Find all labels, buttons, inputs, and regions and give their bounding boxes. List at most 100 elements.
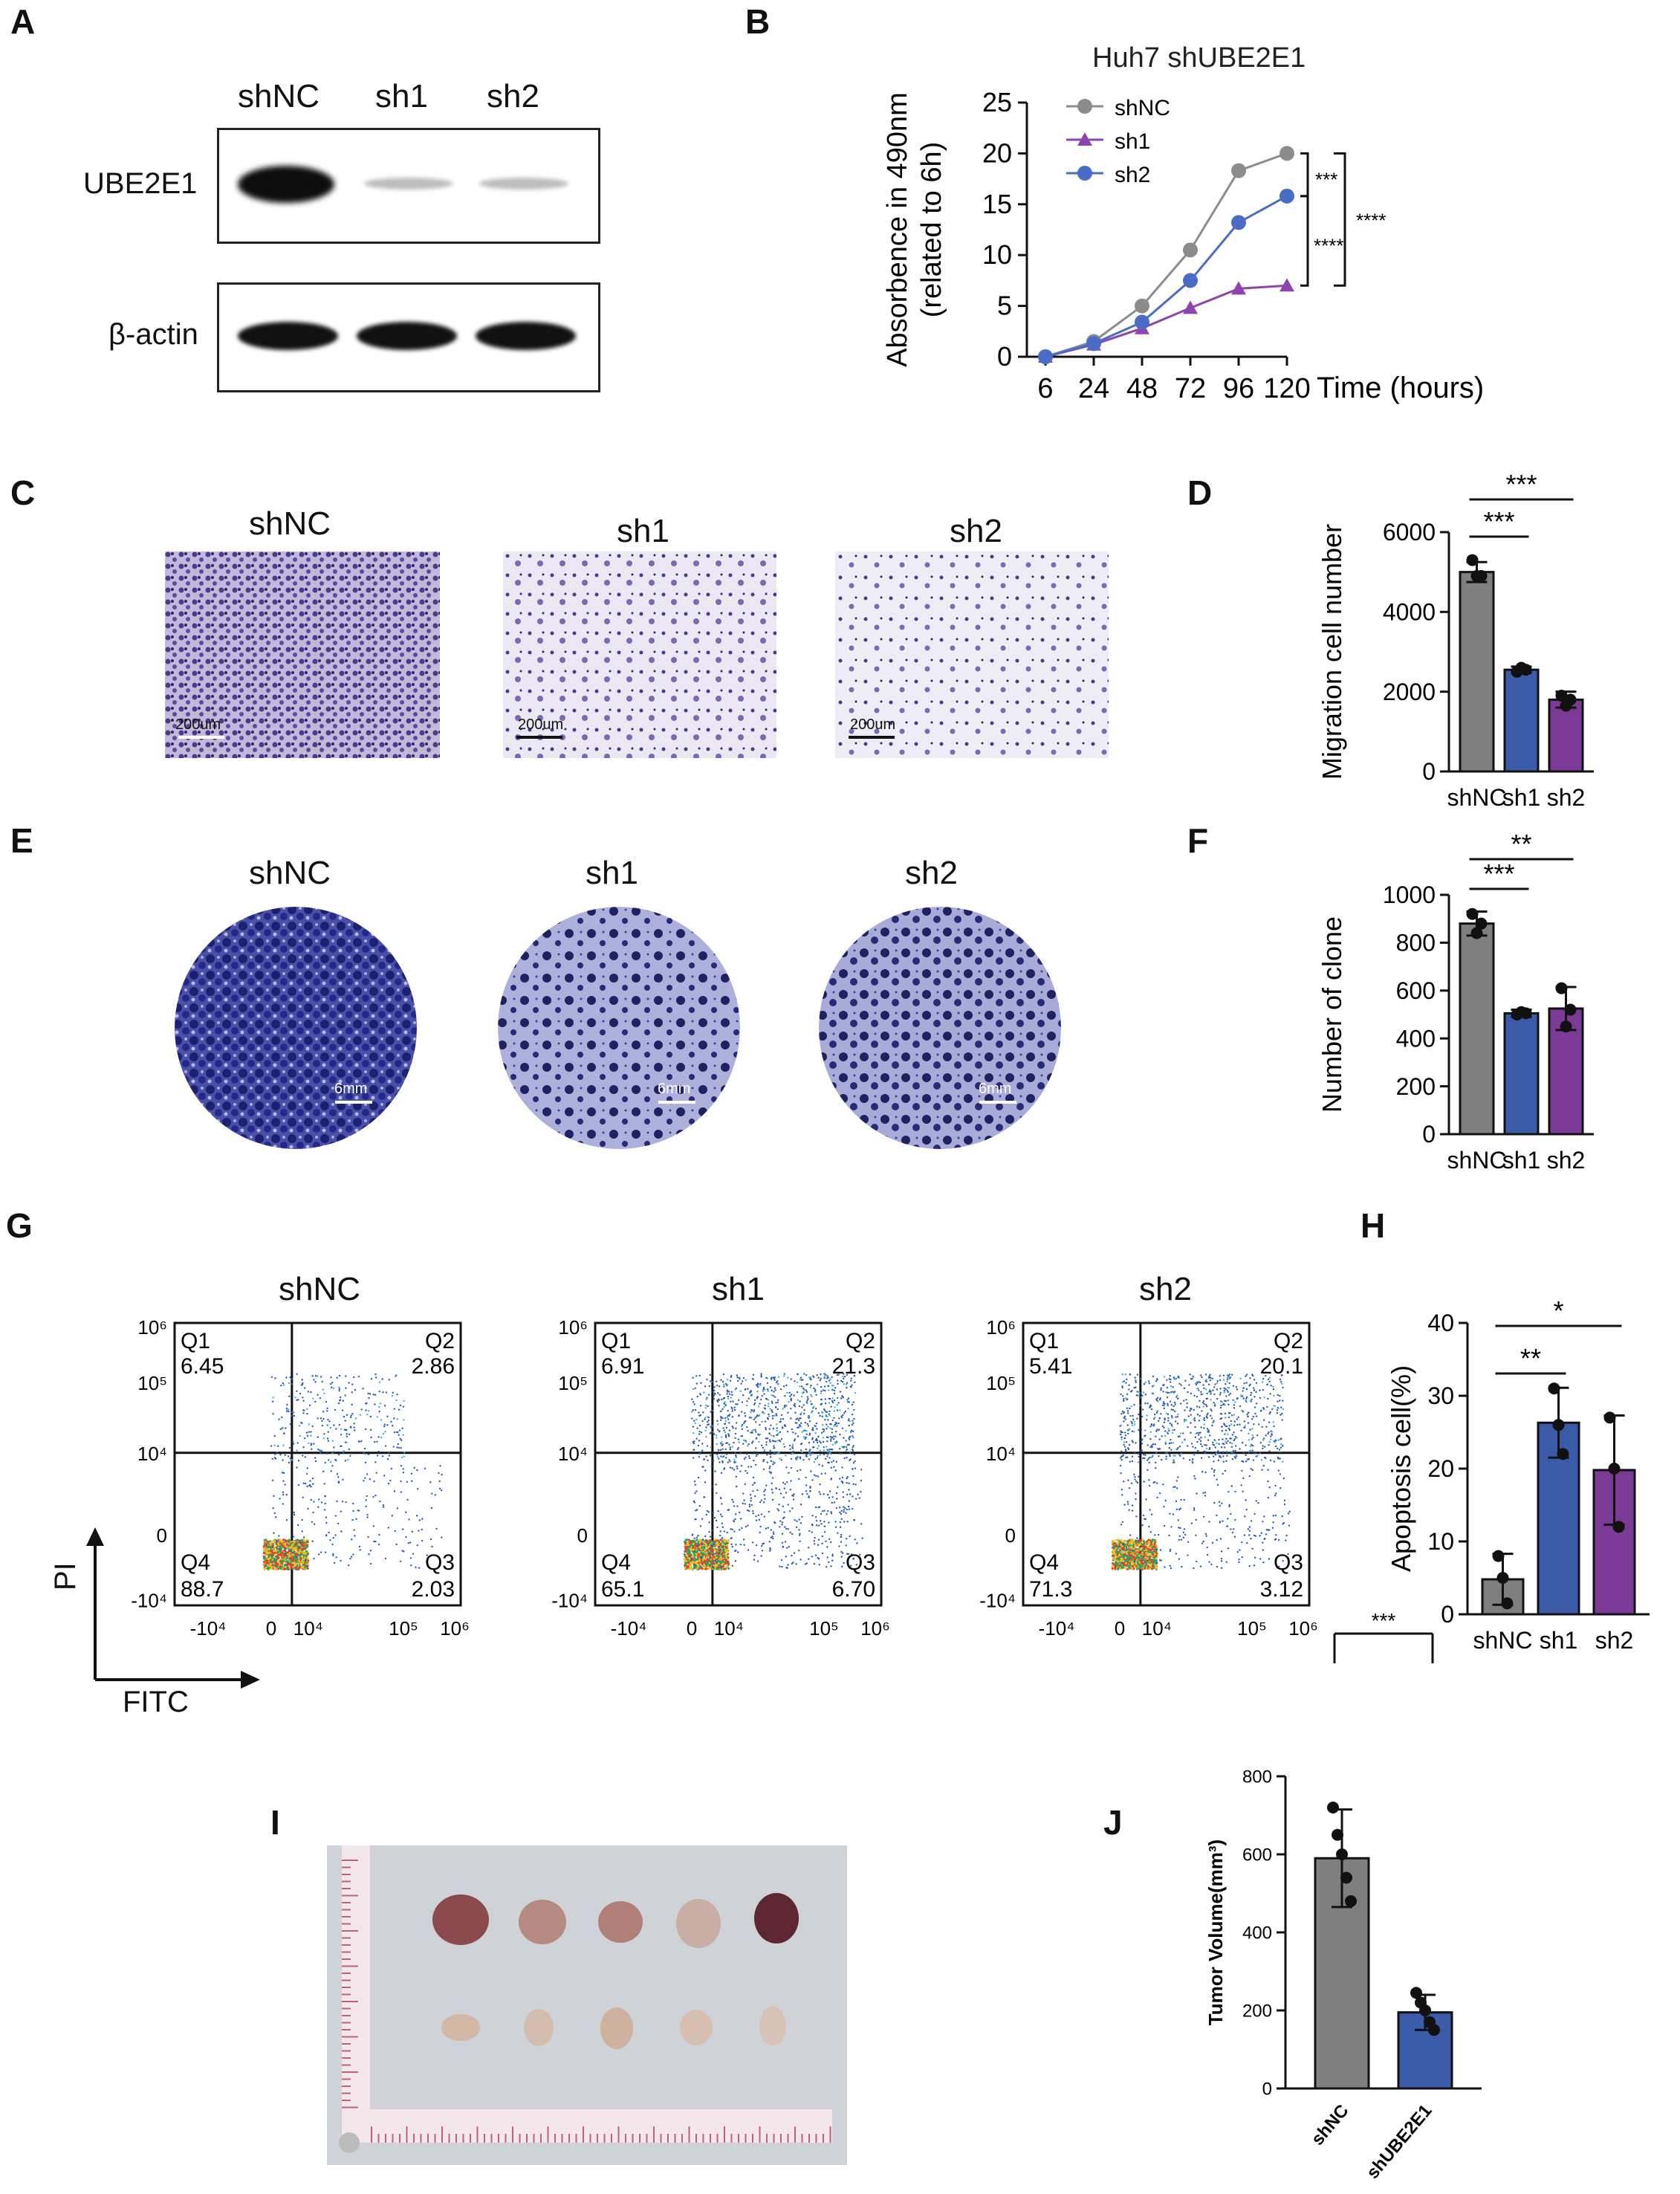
event-dot bbox=[808, 1458, 811, 1460]
event-dot bbox=[776, 1380, 779, 1382]
y-tick-label: 10⁶ bbox=[558, 1316, 588, 1339]
event-dot bbox=[265, 1552, 268, 1555]
event-dot bbox=[293, 1556, 296, 1559]
event-dot bbox=[753, 1554, 756, 1557]
event-dot bbox=[833, 1389, 836, 1392]
event-dot bbox=[1184, 1419, 1186, 1421]
event-dot bbox=[751, 1541, 754, 1544]
event-dot bbox=[777, 1432, 779, 1434]
event-dot bbox=[805, 1430, 808, 1432]
event-dot bbox=[820, 1472, 823, 1475]
event-dot bbox=[1267, 1397, 1269, 1400]
event-dot bbox=[823, 1449, 825, 1452]
quadrant-name: Q1 bbox=[181, 1329, 210, 1353]
event-dot bbox=[707, 1420, 710, 1422]
event-dot bbox=[347, 1564, 350, 1567]
event-dot bbox=[1128, 1551, 1131, 1553]
event-dot bbox=[1123, 1441, 1126, 1443]
event-dot bbox=[704, 1548, 707, 1551]
event-dot bbox=[684, 1547, 687, 1550]
event-dot bbox=[326, 1437, 329, 1440]
event-dot bbox=[1199, 1443, 1202, 1446]
event-dot bbox=[840, 1481, 843, 1483]
event-dot bbox=[775, 1413, 777, 1415]
event-dot bbox=[288, 1563, 291, 1566]
event-dot bbox=[383, 1405, 386, 1407]
event-dot bbox=[809, 1489, 811, 1492]
event-dot bbox=[714, 1559, 716, 1562]
event-dot bbox=[1198, 1389, 1200, 1391]
event-dot bbox=[321, 1380, 323, 1383]
event-dot bbox=[698, 1538, 701, 1541]
event-dot bbox=[346, 1428, 348, 1431]
event-dot bbox=[826, 1449, 828, 1451]
event-dot bbox=[825, 1457, 827, 1460]
event-dot bbox=[273, 1434, 276, 1437]
event-dot bbox=[710, 1544, 713, 1547]
panel-letter-g: G bbox=[6, 1206, 33, 1245]
event-dot bbox=[711, 1543, 714, 1546]
event-dot bbox=[790, 1417, 792, 1420]
event-dot bbox=[429, 1538, 432, 1541]
event-dot bbox=[302, 1454, 304, 1457]
event-dot bbox=[852, 1445, 854, 1447]
event-dot bbox=[301, 1556, 304, 1559]
event-dot bbox=[1122, 1555, 1125, 1558]
event-dot bbox=[843, 1373, 845, 1375]
event-dot bbox=[721, 1441, 723, 1443]
event-dot bbox=[801, 1431, 803, 1433]
x-tick-label: 72 bbox=[1175, 373, 1206, 404]
event-dot bbox=[1233, 1420, 1236, 1423]
event-dot bbox=[279, 1561, 282, 1564]
event-dot bbox=[396, 1393, 398, 1396]
event-dot bbox=[1135, 1544, 1138, 1547]
event-dot bbox=[708, 1558, 711, 1561]
x-tick-label: sh2 bbox=[1547, 1147, 1586, 1174]
event-dot bbox=[1153, 1556, 1156, 1559]
event-dot bbox=[715, 1556, 718, 1559]
y-tick-label: 10⁴ bbox=[137, 1443, 167, 1465]
event-dot bbox=[330, 1376, 332, 1379]
event-dot bbox=[826, 1423, 828, 1426]
event-dot bbox=[717, 1510, 719, 1512]
event-dot bbox=[299, 1541, 302, 1544]
event-dot bbox=[304, 1547, 307, 1550]
event-dot bbox=[744, 1483, 746, 1486]
event-dot bbox=[754, 1421, 757, 1423]
event-dot bbox=[694, 1387, 696, 1390]
event-dot bbox=[692, 1542, 695, 1545]
event-dot bbox=[296, 1442, 299, 1444]
event-dot bbox=[710, 1539, 713, 1542]
event-dot bbox=[831, 1559, 834, 1562]
event-dot bbox=[320, 1551, 322, 1553]
event-dot bbox=[739, 1518, 742, 1520]
event-dot bbox=[694, 1542, 697, 1545]
event-dot bbox=[745, 1440, 747, 1443]
event-dot bbox=[743, 1499, 745, 1501]
event-dot bbox=[787, 1504, 789, 1506]
event-dot bbox=[833, 1466, 835, 1469]
event-dot bbox=[819, 1450, 822, 1452]
event-dot bbox=[724, 1423, 727, 1425]
event-dot bbox=[739, 1543, 742, 1546]
event-dot bbox=[759, 1531, 761, 1534]
event-dot bbox=[726, 1384, 729, 1386]
event-dot bbox=[396, 1446, 398, 1449]
event-dot bbox=[706, 1559, 709, 1562]
event-dot bbox=[279, 1539, 282, 1542]
event-dot bbox=[741, 1401, 744, 1403]
event-dot bbox=[1164, 1430, 1167, 1432]
event-dot bbox=[785, 1556, 787, 1558]
event-dot bbox=[795, 1422, 798, 1424]
event-dot bbox=[815, 1394, 817, 1397]
event-dot bbox=[320, 1501, 323, 1504]
event-dot bbox=[439, 1465, 441, 1467]
event-dot bbox=[805, 1436, 807, 1439]
event-dot bbox=[273, 1495, 275, 1498]
event-dot bbox=[789, 1531, 791, 1534]
event-dot bbox=[840, 1533, 843, 1536]
event-dot bbox=[1135, 1556, 1138, 1559]
event-dot bbox=[687, 1548, 690, 1551]
event-dot bbox=[291, 1440, 294, 1443]
event-dot bbox=[762, 1411, 764, 1414]
